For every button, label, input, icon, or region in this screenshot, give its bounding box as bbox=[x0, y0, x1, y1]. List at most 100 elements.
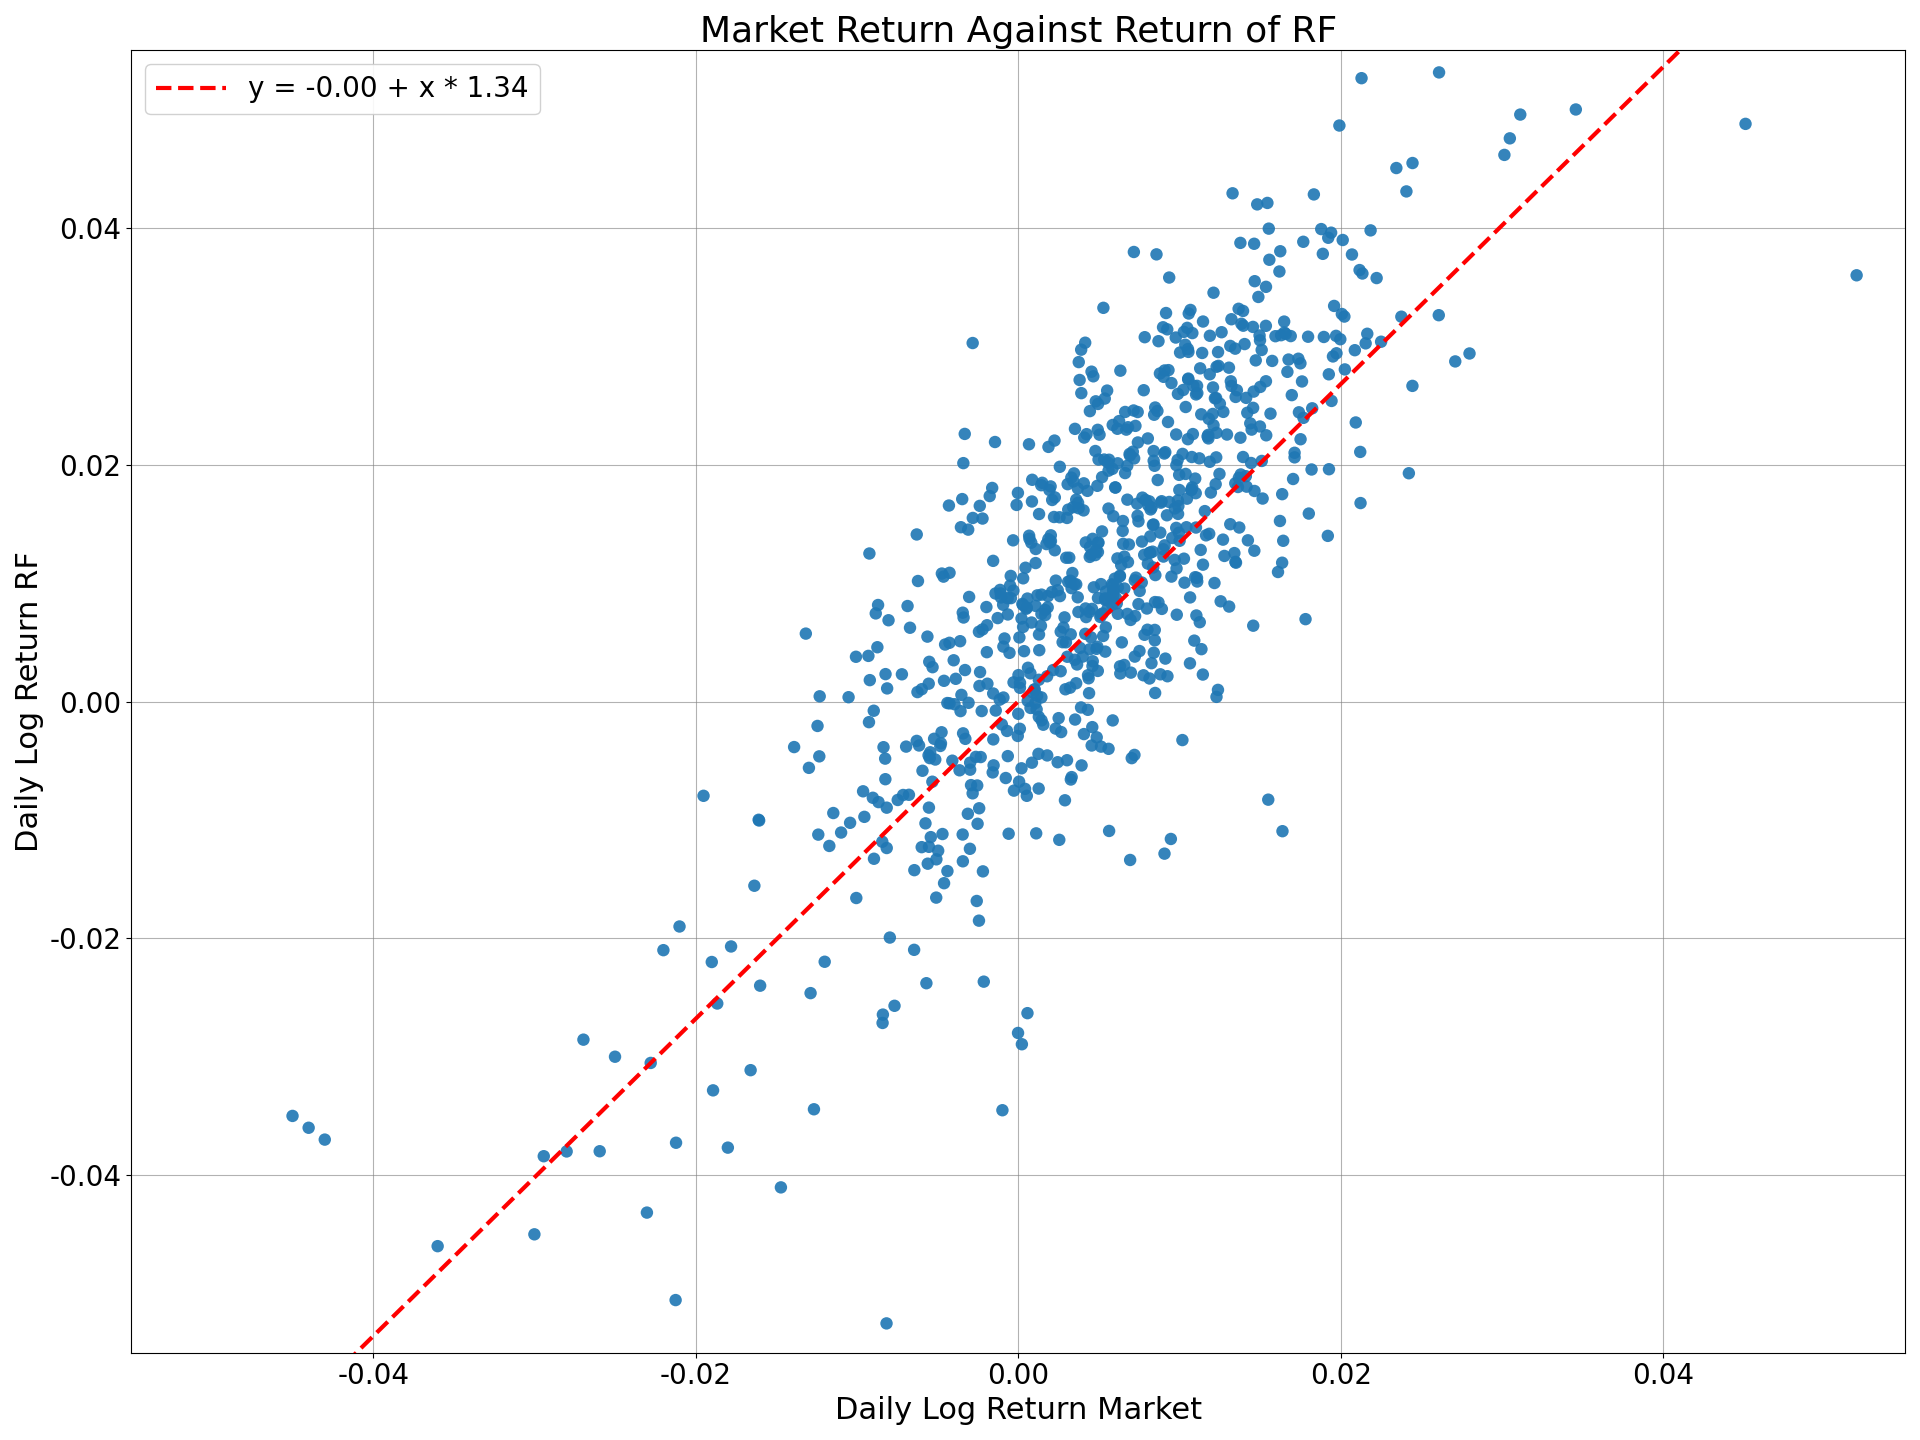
Point bbox=[1198, 402, 1229, 425]
Point bbox=[1137, 652, 1167, 675]
Point bbox=[1225, 462, 1256, 485]
Point bbox=[1196, 481, 1227, 504]
Point bbox=[1286, 370, 1317, 393]
Point bbox=[1104, 655, 1135, 678]
Point bbox=[1139, 641, 1169, 664]
Point bbox=[1236, 452, 1267, 475]
Point bbox=[1135, 498, 1165, 521]
Point bbox=[1031, 665, 1062, 688]
Point bbox=[1094, 819, 1125, 842]
Point bbox=[1123, 510, 1154, 533]
Point bbox=[1073, 698, 1104, 721]
Point bbox=[276, 1104, 307, 1128]
Point bbox=[1308, 242, 1338, 265]
Point bbox=[1031, 533, 1062, 556]
Point bbox=[1158, 527, 1188, 550]
Point bbox=[1325, 114, 1356, 137]
Point bbox=[872, 1312, 902, 1335]
Point bbox=[1033, 596, 1064, 619]
Point bbox=[1275, 324, 1306, 347]
Point bbox=[858, 786, 889, 809]
Point bbox=[1068, 472, 1098, 495]
Point bbox=[791, 622, 822, 645]
Point bbox=[989, 685, 1020, 708]
Point bbox=[1121, 492, 1152, 516]
Point bbox=[995, 641, 1025, 664]
Point bbox=[893, 595, 924, 618]
Point bbox=[795, 982, 826, 1005]
Point bbox=[1052, 507, 1083, 530]
Point bbox=[952, 518, 983, 541]
Point bbox=[1044, 585, 1075, 608]
Point bbox=[1177, 321, 1208, 344]
Point bbox=[1171, 462, 1202, 485]
Point bbox=[1169, 333, 1200, 356]
Point bbox=[962, 812, 993, 835]
Point bbox=[1041, 717, 1071, 740]
Point bbox=[858, 700, 889, 723]
Point bbox=[1096, 458, 1127, 481]
Point bbox=[1248, 487, 1279, 510]
Point bbox=[1250, 370, 1281, 393]
Point bbox=[1056, 766, 1087, 789]
Point bbox=[1392, 180, 1423, 203]
Point bbox=[995, 564, 1025, 588]
Point bbox=[1106, 631, 1137, 654]
Point bbox=[996, 586, 1027, 609]
Point bbox=[1091, 641, 1121, 664]
Point bbox=[935, 562, 966, 585]
Point bbox=[1037, 488, 1068, 511]
Point bbox=[1194, 408, 1225, 431]
Point bbox=[1181, 603, 1212, 626]
Point bbox=[1114, 442, 1144, 465]
Point bbox=[599, 1045, 630, 1068]
Point bbox=[1079, 576, 1110, 599]
Point bbox=[1148, 366, 1179, 389]
Point bbox=[1229, 333, 1260, 356]
Point bbox=[1044, 621, 1075, 644]
Point bbox=[1225, 232, 1256, 255]
Point bbox=[1244, 376, 1275, 399]
Point bbox=[872, 677, 902, 700]
Point bbox=[1238, 480, 1269, 503]
Point bbox=[1102, 547, 1133, 570]
Point bbox=[1069, 622, 1100, 645]
Point bbox=[1229, 314, 1260, 337]
Point bbox=[1029, 603, 1060, 626]
Point bbox=[1173, 337, 1204, 360]
Point bbox=[1162, 383, 1192, 406]
Point bbox=[931, 860, 962, 883]
Point bbox=[1081, 726, 1112, 749]
Point bbox=[1185, 357, 1215, 380]
Point bbox=[1162, 423, 1192, 446]
Point bbox=[1215, 513, 1246, 536]
Point bbox=[1050, 678, 1081, 701]
Point bbox=[1025, 615, 1056, 638]
Point bbox=[1208, 528, 1238, 552]
Point bbox=[1292, 325, 1323, 348]
Point bbox=[1140, 243, 1171, 266]
Point bbox=[1313, 363, 1344, 386]
Point bbox=[1004, 671, 1035, 694]
Point bbox=[1083, 418, 1114, 441]
Point bbox=[868, 736, 899, 759]
Point bbox=[1494, 127, 1524, 150]
Point bbox=[1284, 351, 1315, 374]
Point bbox=[1110, 577, 1140, 600]
Point bbox=[1104, 662, 1135, 685]
Point bbox=[1112, 418, 1142, 441]
Point bbox=[1188, 553, 1219, 576]
Point bbox=[916, 825, 947, 848]
Point bbox=[1112, 488, 1142, 511]
Point bbox=[1296, 458, 1327, 481]
Point bbox=[1200, 572, 1231, 595]
Point bbox=[1077, 360, 1108, 383]
Point bbox=[1235, 412, 1265, 435]
Point bbox=[1077, 364, 1108, 387]
Point bbox=[1423, 304, 1453, 327]
Point bbox=[1154, 359, 1185, 382]
Point bbox=[1271, 323, 1302, 346]
Point bbox=[745, 975, 776, 998]
Point bbox=[1202, 422, 1233, 445]
Point bbox=[1190, 524, 1221, 547]
